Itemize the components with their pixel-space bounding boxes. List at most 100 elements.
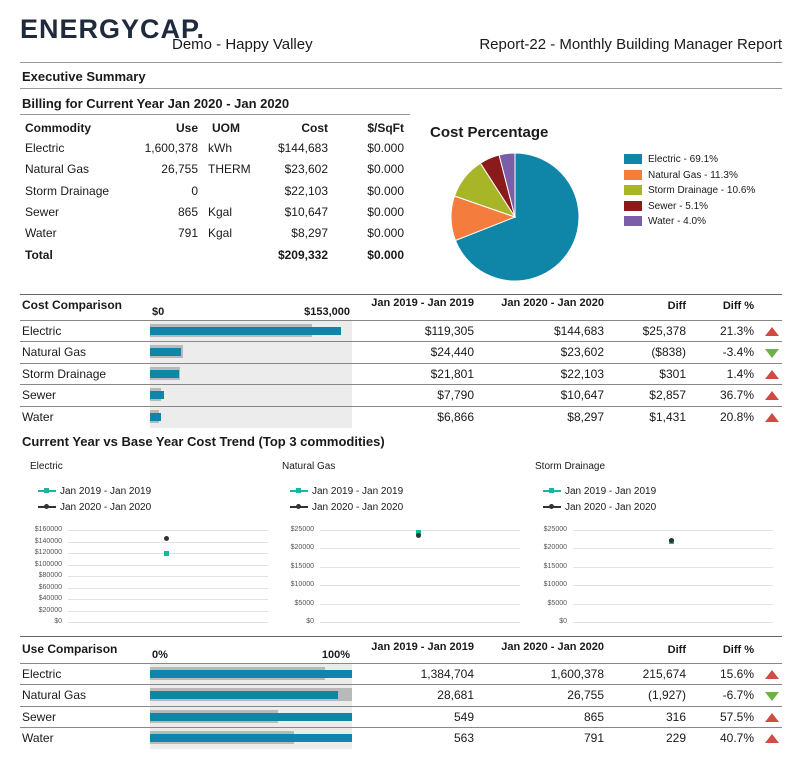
y-tick-label: $15000 (290, 562, 314, 570)
cost-comparison-heading: Cost Comparison (22, 298, 123, 312)
billing-use: 791 (177, 226, 198, 241)
use-bar-current-year (150, 670, 352, 678)
legend-label: Jan 2019 - Jan 2019 (60, 486, 152, 497)
trend-chart-title: Natural Gas (282, 461, 336, 472)
gridline (68, 622, 268, 623)
decrease-arrow-icon (765, 692, 779, 702)
teal-marker-icon (290, 488, 308, 494)
billing-use: 26,755 (161, 162, 198, 177)
gridline (68, 610, 268, 612)
cost-diffpct-value: 36.7% (719, 388, 754, 403)
row-divider (20, 341, 782, 343)
row-divider (20, 320, 782, 321)
billing-use: 0 (191, 183, 198, 198)
cost-row-name: Sewer (22, 388, 57, 403)
y-tick-label: $5000 (294, 599, 314, 607)
billing-cost: $144,683 (277, 141, 328, 155)
billing-commodity: Sewer (25, 204, 60, 219)
cost-row-name: Water (22, 409, 54, 424)
energycap-logo: ENERGYCAP. (20, 14, 206, 44)
header-divider (20, 62, 782, 63)
y-tick-label: $40000 (38, 595, 62, 602)
y-tick-label: $100000 (34, 560, 62, 568)
y-tick-label: $5000 (547, 599, 567, 607)
billing-cost: $8,297 (291, 226, 328, 241)
use-row-name: Natural Gas (22, 688, 87, 703)
col-header-use: Use (175, 121, 198, 135)
gridline (573, 566, 773, 568)
trend-legend-prev: Jan 2019 - Jan 2019 (38, 486, 151, 497)
row-divider (20, 362, 782, 364)
billing-sqft: $0.000 (367, 141, 404, 155)
row-divider (20, 663, 782, 664)
gridline (320, 622, 520, 623)
gridline (68, 576, 268, 577)
gridline (68, 587, 268, 589)
billing-commodity: Storm Drainage (25, 183, 110, 198)
gridline (320, 566, 520, 568)
billing-cost: $23,602 (284, 162, 328, 177)
use-diff-value: 229 (665, 731, 686, 746)
row-divider (20, 727, 782, 729)
trend-legend-cur: Jan 2020 - Jan 2020 (290, 502, 403, 513)
use-col-diffpct: Diff % (722, 644, 754, 656)
cost-bar-current-year (150, 412, 161, 421)
trend-chart-title: Storm Drainage (535, 461, 606, 472)
use-axis-max: 100% (321, 649, 350, 661)
cost-diffpct-value: 20.8% (719, 409, 754, 424)
cost-diff-value: $1,431 (649, 409, 686, 424)
increase-arrow-icon (765, 670, 779, 679)
y-tick-label: $60000 (38, 583, 62, 591)
y-tick-label: $15000 (543, 562, 567, 570)
cost-cur-value: $10,647 (560, 388, 604, 403)
divider (20, 294, 782, 295)
cost-col-diffpct: Diff % (722, 300, 754, 312)
use-diffpct-value: -6.7% (722, 688, 754, 703)
cost-bar-current-year (150, 348, 182, 357)
cost-prev-value: $6,866 (437, 409, 474, 424)
cost-bar-background (150, 320, 352, 428)
data-point-cur (668, 538, 674, 544)
cost-row-name: Electric (22, 324, 62, 338)
gridline (573, 622, 773, 623)
y-tick-label: $0 (306, 618, 314, 625)
legend-swatch (624, 185, 642, 196)
cost-diffpct-value: 21.3% (719, 324, 754, 338)
cost-diffpct-value: -3.4% (722, 345, 754, 360)
row-divider (20, 705, 782, 707)
trend-legend-prev: Jan 2019 - Jan 2019 (290, 486, 403, 497)
data-point-cur (415, 532, 421, 538)
legend-label: Water - 4.0% (648, 216, 706, 227)
row-divider (20, 384, 782, 386)
col-header-sqft: $/SqFt (367, 121, 404, 135)
pie-legend-item: Sewer - 5.1% (624, 201, 708, 212)
legend-label: Jan 2020 - Jan 2020 (60, 502, 152, 513)
cost-col-diff: Diff (667, 300, 686, 312)
use-diff-value: 316 (665, 709, 686, 724)
billing-uom: Kgal (208, 226, 233, 241)
cost-cur-value: $22,103 (560, 366, 604, 381)
billing-commodity: Water (25, 226, 57, 241)
legend-label: Storm Drainage - 10.6% (648, 185, 756, 196)
cost-bar-current-year (150, 391, 165, 400)
legend-label: Electric - 69.1% (648, 154, 719, 165)
billing-cost: $22,103 (284, 183, 328, 198)
cost-cur-value: $8,297 (567, 409, 604, 424)
cost-diff-value: ($838) (651, 345, 686, 360)
use-comparison-heading: Use Comparison (22, 642, 118, 656)
use-row-name: Electric (22, 667, 62, 681)
pie-legend-item: Water - 4.0% (624, 216, 706, 227)
divider (20, 636, 782, 637)
row-divider (20, 405, 782, 407)
legend-swatch (624, 200, 642, 211)
legend-label: Sewer - 5.1% (648, 200, 709, 212)
gridline (573, 548, 773, 550)
legend-label: Jan 2019 - Jan 2019 (565, 486, 657, 497)
legend-label: Jan 2020 - Jan 2020 (312, 502, 404, 513)
billing-sqft: $0.000 (367, 204, 404, 219)
legend-label: Jan 2019 - Jan 2019 (312, 486, 404, 497)
increase-arrow-icon (765, 369, 779, 379)
billing-use: 1,600,378 (144, 141, 198, 155)
legend-swatch (624, 169, 642, 180)
gridline (320, 585, 520, 587)
